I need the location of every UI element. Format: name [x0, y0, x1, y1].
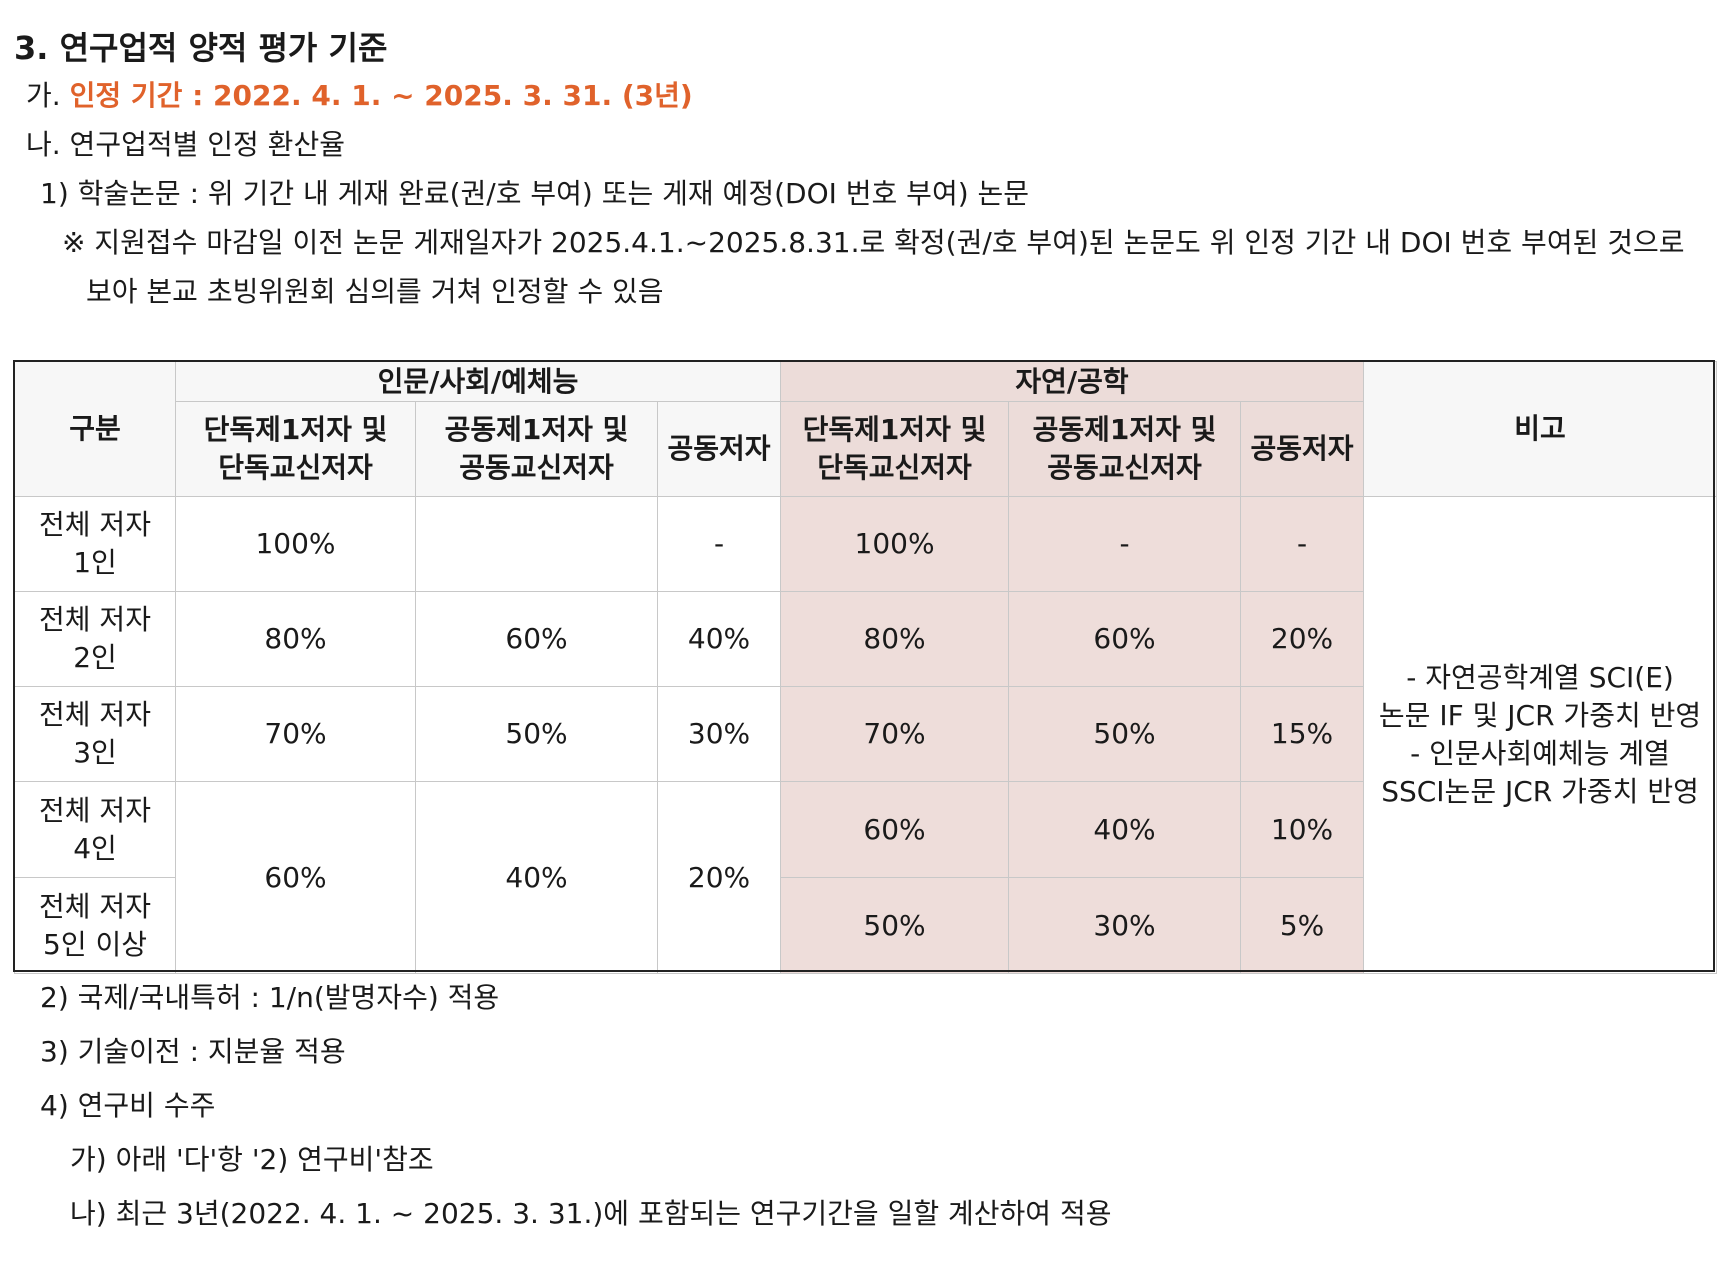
period-text: 인정 기간 : 2022. 4. 1. ~ 2025. 3. 31. (3년) [69, 79, 693, 112]
table-row: 전체 저자 4인 60% 40% 20% 60% 40% 10% [14, 781, 1717, 974]
item-papers: 1) 학술논문 : 위 기간 내 게재 완료(권/호 부여) 또는 게재 예정(… [40, 177, 1030, 210]
cell-value: 20% [1240, 591, 1365, 687]
cell-value: - [1240, 496, 1365, 592]
cell-value: 20% [656, 781, 782, 974]
conversion-title: 나. 연구업적별 인정 환산율 [26, 128, 345, 161]
item-research-funds-b: 나) 최근 3년(2022. 4. 1. ~ 2025. 3. 31.)에 포함… [70, 1197, 1112, 1230]
cell-value: 100% [780, 496, 1010, 592]
cell-value: 5% [1240, 877, 1365, 974]
cell-value: 50% [1008, 686, 1242, 782]
cell-value: 100% [175, 496, 416, 592]
cell-value: 50% [415, 686, 658, 782]
table-row: 전체 저자 2인 80% 60% 40% 80% 60% 20% [14, 591, 1717, 687]
cell-value: 40% [415, 781, 658, 974]
h-joint-first-header: 공동제1저자 및 공동교신저자 [415, 401, 658, 497]
cell-value: 10% [1240, 781, 1365, 878]
table-row: 전체 저자 1인 100% - 100% - - - 자연공학계열 SCI(E) … [14, 496, 1718, 974]
h-coauthor-header: 공동저자 [656, 401, 782, 497]
row-label: 전체 저자 2인 [14, 591, 176, 687]
cell-value [415, 496, 658, 592]
note-line-1: ※ 지원접수 마감일 이전 논문 게재일자가 2025.4.1.~2025.8.… [62, 226, 1685, 259]
row-label: 전체 저자 4인 [14, 781, 176, 878]
note-line-2: 보아 본교 초빙위원회 심의를 거쳐 인정할 수 있음 [86, 275, 664, 308]
cell-value: 30% [656, 686, 782, 782]
table-row: 전체 저자 5인 이상 50% 30% 5% [14, 877, 1717, 974]
remarks-cell: - 자연공학계열 SCI(E) 논문 IF 및 JCR 가중치 반영 - 인문사… [1363, 496, 1718, 974]
cell-value: 70% [175, 686, 416, 782]
category-header: 구분 [14, 361, 176, 497]
item-research-funds: 4) 연구비 수주 [40, 1089, 216, 1122]
remarks-header: 비고 [1363, 361, 1718, 497]
cell-value: 80% [175, 591, 416, 687]
cell-value: 40% [1008, 781, 1242, 878]
row-label: 전체 저자 3인 [14, 686, 176, 782]
conversion-rate-table: 구분 인문/사회/예체능 자연/공학 비고 단독제1저자 및 단독교신저자 공동제… [14, 361, 1718, 974]
row-label: 전체 저자 5인 이상 [14, 877, 176, 974]
cell-value: 70% [780, 686, 1010, 782]
cell-value: 30% [1008, 877, 1242, 974]
cell-value: 60% [415, 591, 658, 687]
section-heading: 3. 연구업적 양적 평가 기준 [14, 29, 388, 67]
period-prefix: 가. [26, 79, 70, 112]
row-label: 전체 저자 1인 [14, 496, 176, 592]
cell-value: 60% [175, 781, 416, 974]
period-line: 가. 인정 기간 : 2022. 4. 1. ~ 2025. 3. 31. (3… [26, 78, 693, 114]
s-coauthor-header: 공동저자 [1240, 401, 1365, 497]
item-research-funds-a: 가) 아래 '다'항 '2) 연구비'참조 [70, 1143, 434, 1176]
cell-value: 60% [1008, 591, 1242, 687]
cell-value: - [1008, 496, 1242, 592]
h-sole-first-header: 단독제1저자 및 단독교신저자 [175, 401, 416, 497]
cell-value: 40% [656, 591, 782, 687]
cell-value: 80% [780, 591, 1010, 687]
item-tech-transfer: 3) 기술이전 : 지분율 적용 [40, 1035, 346, 1068]
cell-value: - [656, 496, 782, 592]
s-sole-first-header: 단독제1저자 및 단독교신저자 [780, 401, 1010, 497]
cell-value: 15% [1240, 686, 1365, 782]
cell-value: 60% [780, 781, 1010, 878]
group-humanities-header: 인문/사회/예체능 [174, 361, 782, 402]
s-joint-first-header: 공동제1저자 및 공동교신저자 [1008, 401, 1242, 497]
item-patents: 2) 국제/국내특허 : 1/n(발명자수) 적용 [40, 981, 500, 1014]
group-science-header: 자연/공학 [780, 361, 1365, 402]
cell-value: 50% [780, 877, 1010, 974]
